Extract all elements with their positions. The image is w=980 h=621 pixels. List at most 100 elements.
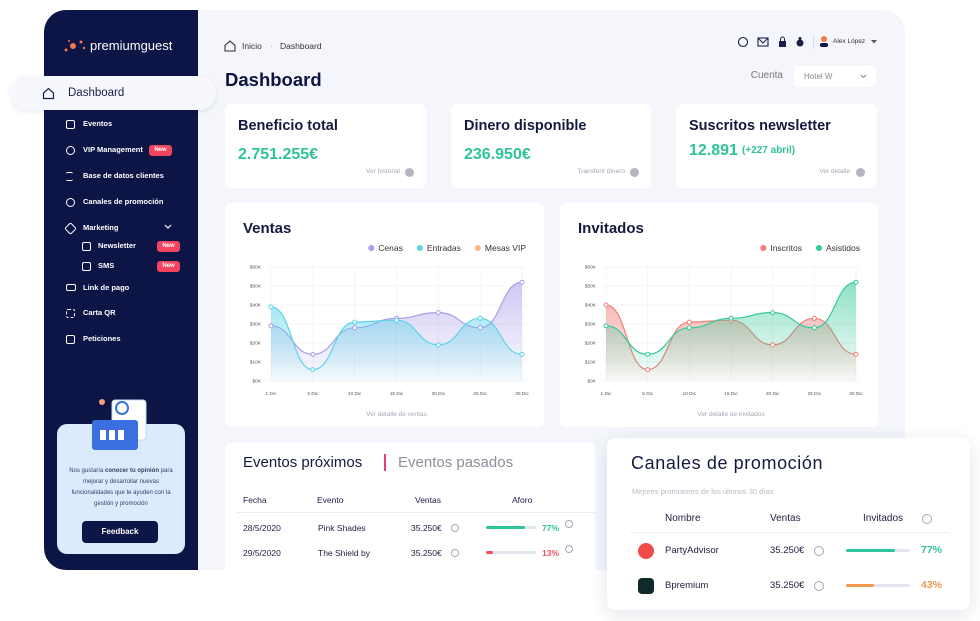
data-point xyxy=(394,317,399,323)
y-tick-label: $30K xyxy=(250,322,262,328)
data-point xyxy=(770,310,776,316)
tab-active[interactable]: Eventos próximos xyxy=(243,454,363,471)
account-select[interactable] xyxy=(794,66,876,87)
events-card xyxy=(225,443,595,570)
header-icons[interactable] xyxy=(737,36,807,48)
data-point xyxy=(519,351,525,357)
x-tick-label: 30 Dic xyxy=(849,391,863,397)
progress-label: 13% xyxy=(542,548,560,558)
info-icon[interactable] xyxy=(565,520,573,528)
legend-swatch xyxy=(760,245,767,251)
data-point xyxy=(603,323,609,329)
progress-track xyxy=(846,584,910,587)
chart: Ventas $0K $10K $20K $30K $40K $50K $60K 1 Dic 5 … xyxy=(225,203,544,427)
channels-card xyxy=(607,438,970,610)
tab[interactable]: Eventos pasados xyxy=(398,454,514,471)
divider xyxy=(813,35,814,49)
progress-bar xyxy=(846,584,874,587)
data-point xyxy=(519,279,525,285)
breadcrumb[interactable]: Inicio xyxy=(242,41,262,51)
column-header: Ventas xyxy=(770,513,801,524)
progress-track xyxy=(486,551,536,554)
y-tick-label: $50K xyxy=(585,284,597,290)
progress-track xyxy=(486,526,536,529)
y-tick-label: $60K xyxy=(585,265,597,271)
progress-bar xyxy=(486,551,493,554)
legend-label: Inscritos xyxy=(770,243,802,253)
menu-label[interactable]: Marketing xyxy=(83,223,119,232)
user-name[interactable]: Alex López xyxy=(833,38,866,45)
info-icon[interactable] xyxy=(814,546,824,556)
home-icon xyxy=(42,87,55,100)
feedback-button[interactable]: Feedback xyxy=(82,521,158,543)
menu-label[interactable]: Peticiones xyxy=(83,334,121,343)
info-icon[interactable] xyxy=(565,545,573,553)
x-tick-label: 20 Dic xyxy=(766,391,780,397)
chevron[interactable] xyxy=(860,74,867,79)
card-extra: (+227 abril) xyxy=(742,145,796,156)
account-label: Cuenta xyxy=(750,70,783,81)
menu-label[interactable]: Canales de promoción xyxy=(83,197,164,206)
card-link[interactable]: Ver detalle xyxy=(819,168,850,175)
column-header: Nombre xyxy=(665,513,701,524)
link-icon[interactable] xyxy=(856,168,865,177)
menu-icon xyxy=(66,198,75,207)
menu-label[interactable]: Dashboard xyxy=(68,87,125,99)
menu-label[interactable]: Carta QR xyxy=(83,308,116,317)
menu-label[interactable]: Eventos xyxy=(83,119,113,128)
y-tick-label: $20K xyxy=(585,341,597,347)
card-value: 12.891 xyxy=(689,142,738,159)
column-header: Ventas xyxy=(415,495,441,505)
cell: 35.250€ xyxy=(770,580,805,591)
promo-text-part: para mejorar y desarrollar nuevas funcio… xyxy=(71,468,173,507)
info-icon[interactable] xyxy=(451,524,459,532)
series-area xyxy=(606,282,856,381)
cell: 35.250€ xyxy=(770,545,805,556)
data-point xyxy=(728,315,734,321)
data-point xyxy=(811,315,817,321)
info-icon[interactable] xyxy=(451,549,459,557)
column-header: Fecha xyxy=(243,495,267,505)
data-point xyxy=(477,315,483,321)
menu-icon xyxy=(66,309,75,318)
chevron[interactable] xyxy=(871,40,877,44)
link-icon[interactable] xyxy=(405,168,414,177)
progress-track xyxy=(846,549,910,552)
channel-logo xyxy=(638,543,654,559)
avatar[interactable] xyxy=(819,35,829,47)
cell: 35.250€ xyxy=(411,548,442,558)
promo-text-part: Nos gustaría xyxy=(69,468,104,474)
cell: 29/5/2020 xyxy=(243,548,281,558)
data-point xyxy=(603,302,609,308)
chevron[interactable] xyxy=(164,224,172,230)
legend-label: Entradas xyxy=(427,243,461,253)
chart: Invitados $0K $10K $20K $30K $40K $50K $60K 1 Di… xyxy=(560,203,878,427)
account-value[interactable]: Hotel W xyxy=(804,72,833,81)
data-point xyxy=(435,342,441,348)
menu-icon xyxy=(66,335,75,344)
data-point xyxy=(645,367,651,373)
menu-label[interactable]: SMS xyxy=(98,261,115,270)
chart-link[interactable]: Ver detalle de ventas xyxy=(366,411,427,418)
info-icon[interactable] xyxy=(922,514,932,524)
data-point xyxy=(310,351,316,357)
menu-label[interactable]: Link de pago xyxy=(83,283,130,292)
x-tick-label: 15 Dic xyxy=(390,391,404,397)
card xyxy=(225,104,426,188)
progress-label: 77% xyxy=(921,544,943,556)
card-link[interactable]: Transferir dinero xyxy=(577,168,625,175)
link-icon[interactable] xyxy=(630,168,639,177)
menu-label[interactable]: Newsletter xyxy=(98,241,136,250)
badge: New xyxy=(157,241,180,252)
menu-label[interactable]: VIP Management xyxy=(83,145,143,154)
data-point xyxy=(645,351,651,357)
chart-link[interactable]: Ver detalle de invitados xyxy=(697,411,765,418)
card-link[interactable]: Ver historial xyxy=(366,168,400,175)
x-tick-label: 1 Dic xyxy=(601,391,613,397)
legend-label: Asistidos xyxy=(826,243,860,253)
card-title: Beneficio total xyxy=(238,118,338,134)
badge: New xyxy=(149,145,172,156)
menu-label[interactable]: Base de datos clientes xyxy=(83,171,164,180)
info-icon[interactable] xyxy=(814,581,824,591)
chart-title: Invitados xyxy=(578,220,644,237)
